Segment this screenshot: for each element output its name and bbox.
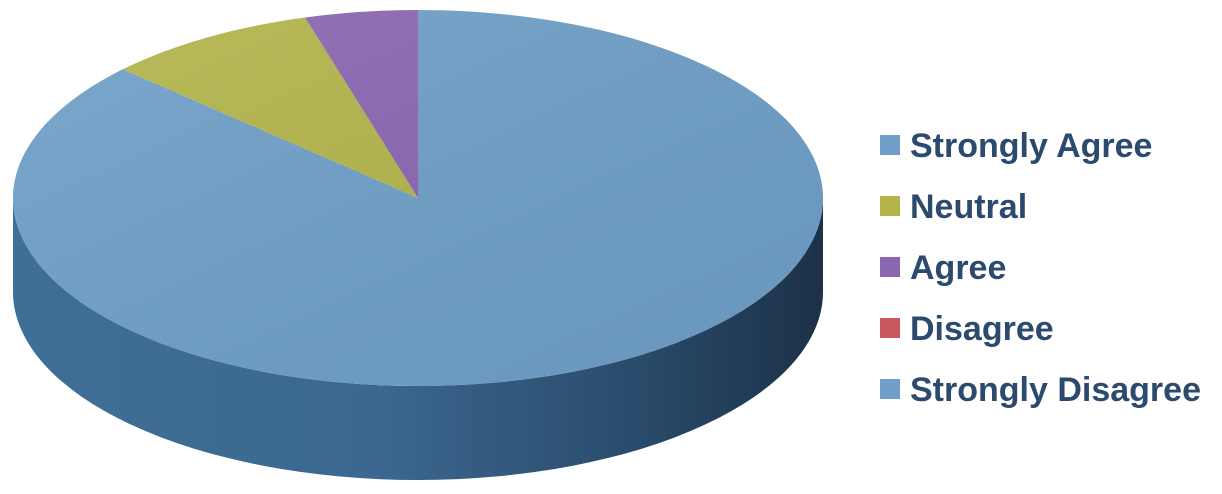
legend-item-agree: Agree bbox=[880, 249, 1006, 287]
legend-swatch-neutral bbox=[880, 196, 900, 216]
legend-label-agree: Agree bbox=[910, 249, 1006, 287]
pie-top-shading bbox=[13, 10, 823, 386]
pie-group bbox=[12, 10, 824, 480]
legend-swatch-strongly-agree bbox=[880, 135, 900, 155]
legend-label-neutral: Neutral bbox=[910, 188, 1027, 226]
legend-item-neutral: Neutral bbox=[880, 188, 1027, 226]
legend-swatch-disagree bbox=[880, 318, 900, 338]
legend-label-strongly-agree: Strongly Agree bbox=[910, 127, 1152, 165]
legend-item-strongly-agree: Strongly Agree bbox=[880, 127, 1152, 165]
pie-side-wall bbox=[13, 198, 823, 480]
legend: Strongly Agree Neutral Agree Disagree Strong… bbox=[880, 127, 1201, 409]
legend-item-disagree: Disagree bbox=[880, 310, 1054, 348]
legend-swatch-agree bbox=[880, 257, 900, 277]
legend-label-disagree: Disagree bbox=[910, 310, 1054, 348]
legend-swatch-strongly-disagree bbox=[880, 379, 900, 399]
legend-item-strongly-disagree: Strongly Disagree bbox=[880, 371, 1201, 409]
legend-label-strongly-disagree: Strongly Disagree bbox=[910, 371, 1201, 409]
